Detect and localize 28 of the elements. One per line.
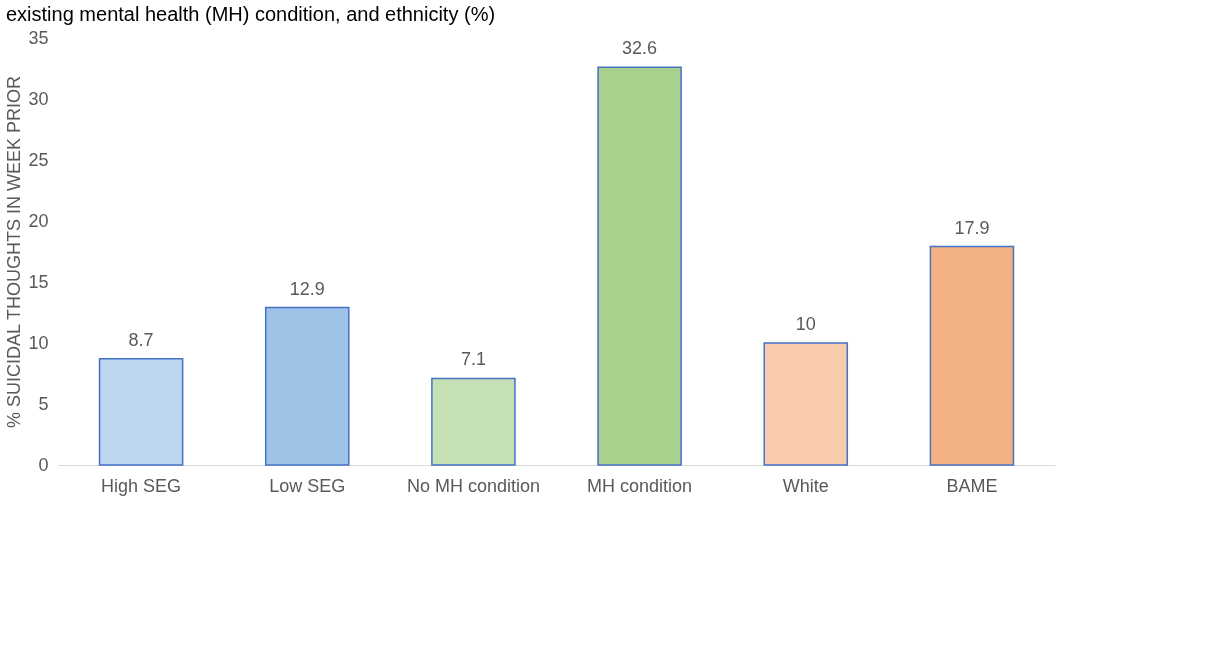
data-label: 10 [795, 314, 816, 334]
y-tick-label: 35 [28, 27, 49, 48]
x-tick-label: White [782, 475, 829, 496]
x-tick-label: Low SEG [269, 475, 346, 496]
y-tick-label: 25 [28, 149, 49, 170]
bar [597, 66, 682, 466]
bar [929, 245, 1015, 466]
data-label: 32.6 [622, 38, 658, 59]
data-label: 17.9 [954, 217, 990, 238]
y-tick-label: 15 [28, 271, 49, 292]
bar [98, 358, 184, 466]
y-tick-label: 30 [28, 88, 49, 109]
y-tick-label: 5 [38, 393, 49, 414]
chart-title: existing mental health (MH) condition, and ethnicity (%) [5, 3, 496, 25]
x-tick-label: MH condition [587, 475, 693, 496]
data-label: 12.9 [289, 278, 325, 299]
y-axis-title: % SUICIDAL THOUGHTS IN WEEK PRIOR [4, 75, 25, 429]
x-tick-label: BAME [946, 475, 998, 496]
y-tick-label: 0 [38, 454, 49, 475]
x-tick-label: No MH condition [406, 475, 540, 496]
bar [431, 377, 516, 466]
data-label: 7.1 [460, 349, 486, 370]
data-label: 8.7 [128, 329, 154, 350]
y-tick-label: 20 [28, 210, 49, 231]
y-tick-label: 10 [28, 332, 49, 353]
bar [763, 342, 849, 466]
bar [264, 306, 350, 466]
x-tick-label: High SEG [101, 475, 182, 496]
